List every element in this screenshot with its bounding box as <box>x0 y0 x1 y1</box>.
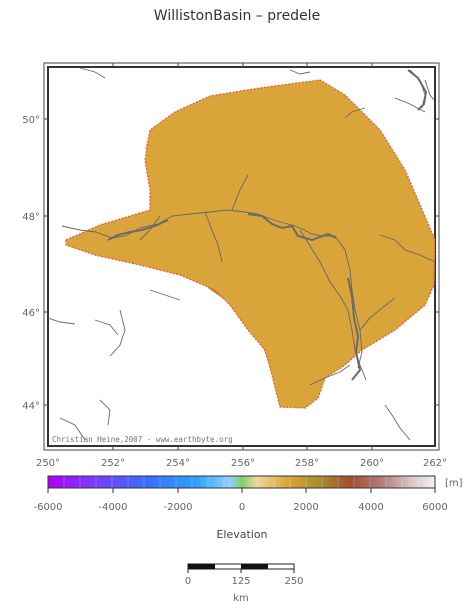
lat-label: 46° <box>22 308 40 319</box>
lon-label: 254° <box>166 458 190 469</box>
lat-label: 48° <box>22 212 40 223</box>
scale-bar <box>187 563 295 573</box>
map-frame-outer <box>43 62 440 451</box>
scale-tick: 125 <box>231 576 250 587</box>
colorbar-tick: -2000 <box>163 502 192 513</box>
colorbar-tick: -4000 <box>98 502 127 513</box>
elevation-colorbar <box>47 475 436 493</box>
colorbar-tick: 2000 <box>293 502 318 513</box>
lon-label: 252° <box>101 458 125 469</box>
map-content: Christian Heine,2007 - www.earthbyte.org <box>48 67 435 444</box>
lon-label: 256° <box>231 458 255 469</box>
map-credit: Christian Heine,2007 - www.earthbyte.org <box>52 435 233 444</box>
lon-label: 258° <box>295 458 319 469</box>
colorbar-tick: 0 <box>239 502 245 513</box>
colorbar-label: Elevation <box>216 528 267 541</box>
lon-label: 260° <box>360 458 384 469</box>
scale-tick: 250 <box>284 576 303 587</box>
scale-tick: 0 <box>185 576 191 587</box>
major-rivers <box>107 69 428 381</box>
scale-unit: km <box>233 593 249 604</box>
map-title: WillistonBasin – predele <box>153 8 321 24</box>
colorbar-tick: 6000 <box>422 502 447 513</box>
lat-label: 44° <box>22 401 40 412</box>
lat-label: 50° <box>22 115 40 126</box>
colorbar-unit: [m] <box>445 478 463 489</box>
colorbar-tick: 4000 <box>358 502 383 513</box>
lon-label: 262° <box>423 458 447 469</box>
frame-ticks <box>44 63 439 450</box>
colorbar-tick: -6000 <box>33 502 62 513</box>
lon-label: 250° <box>36 458 60 469</box>
basin-region <box>65 79 435 409</box>
